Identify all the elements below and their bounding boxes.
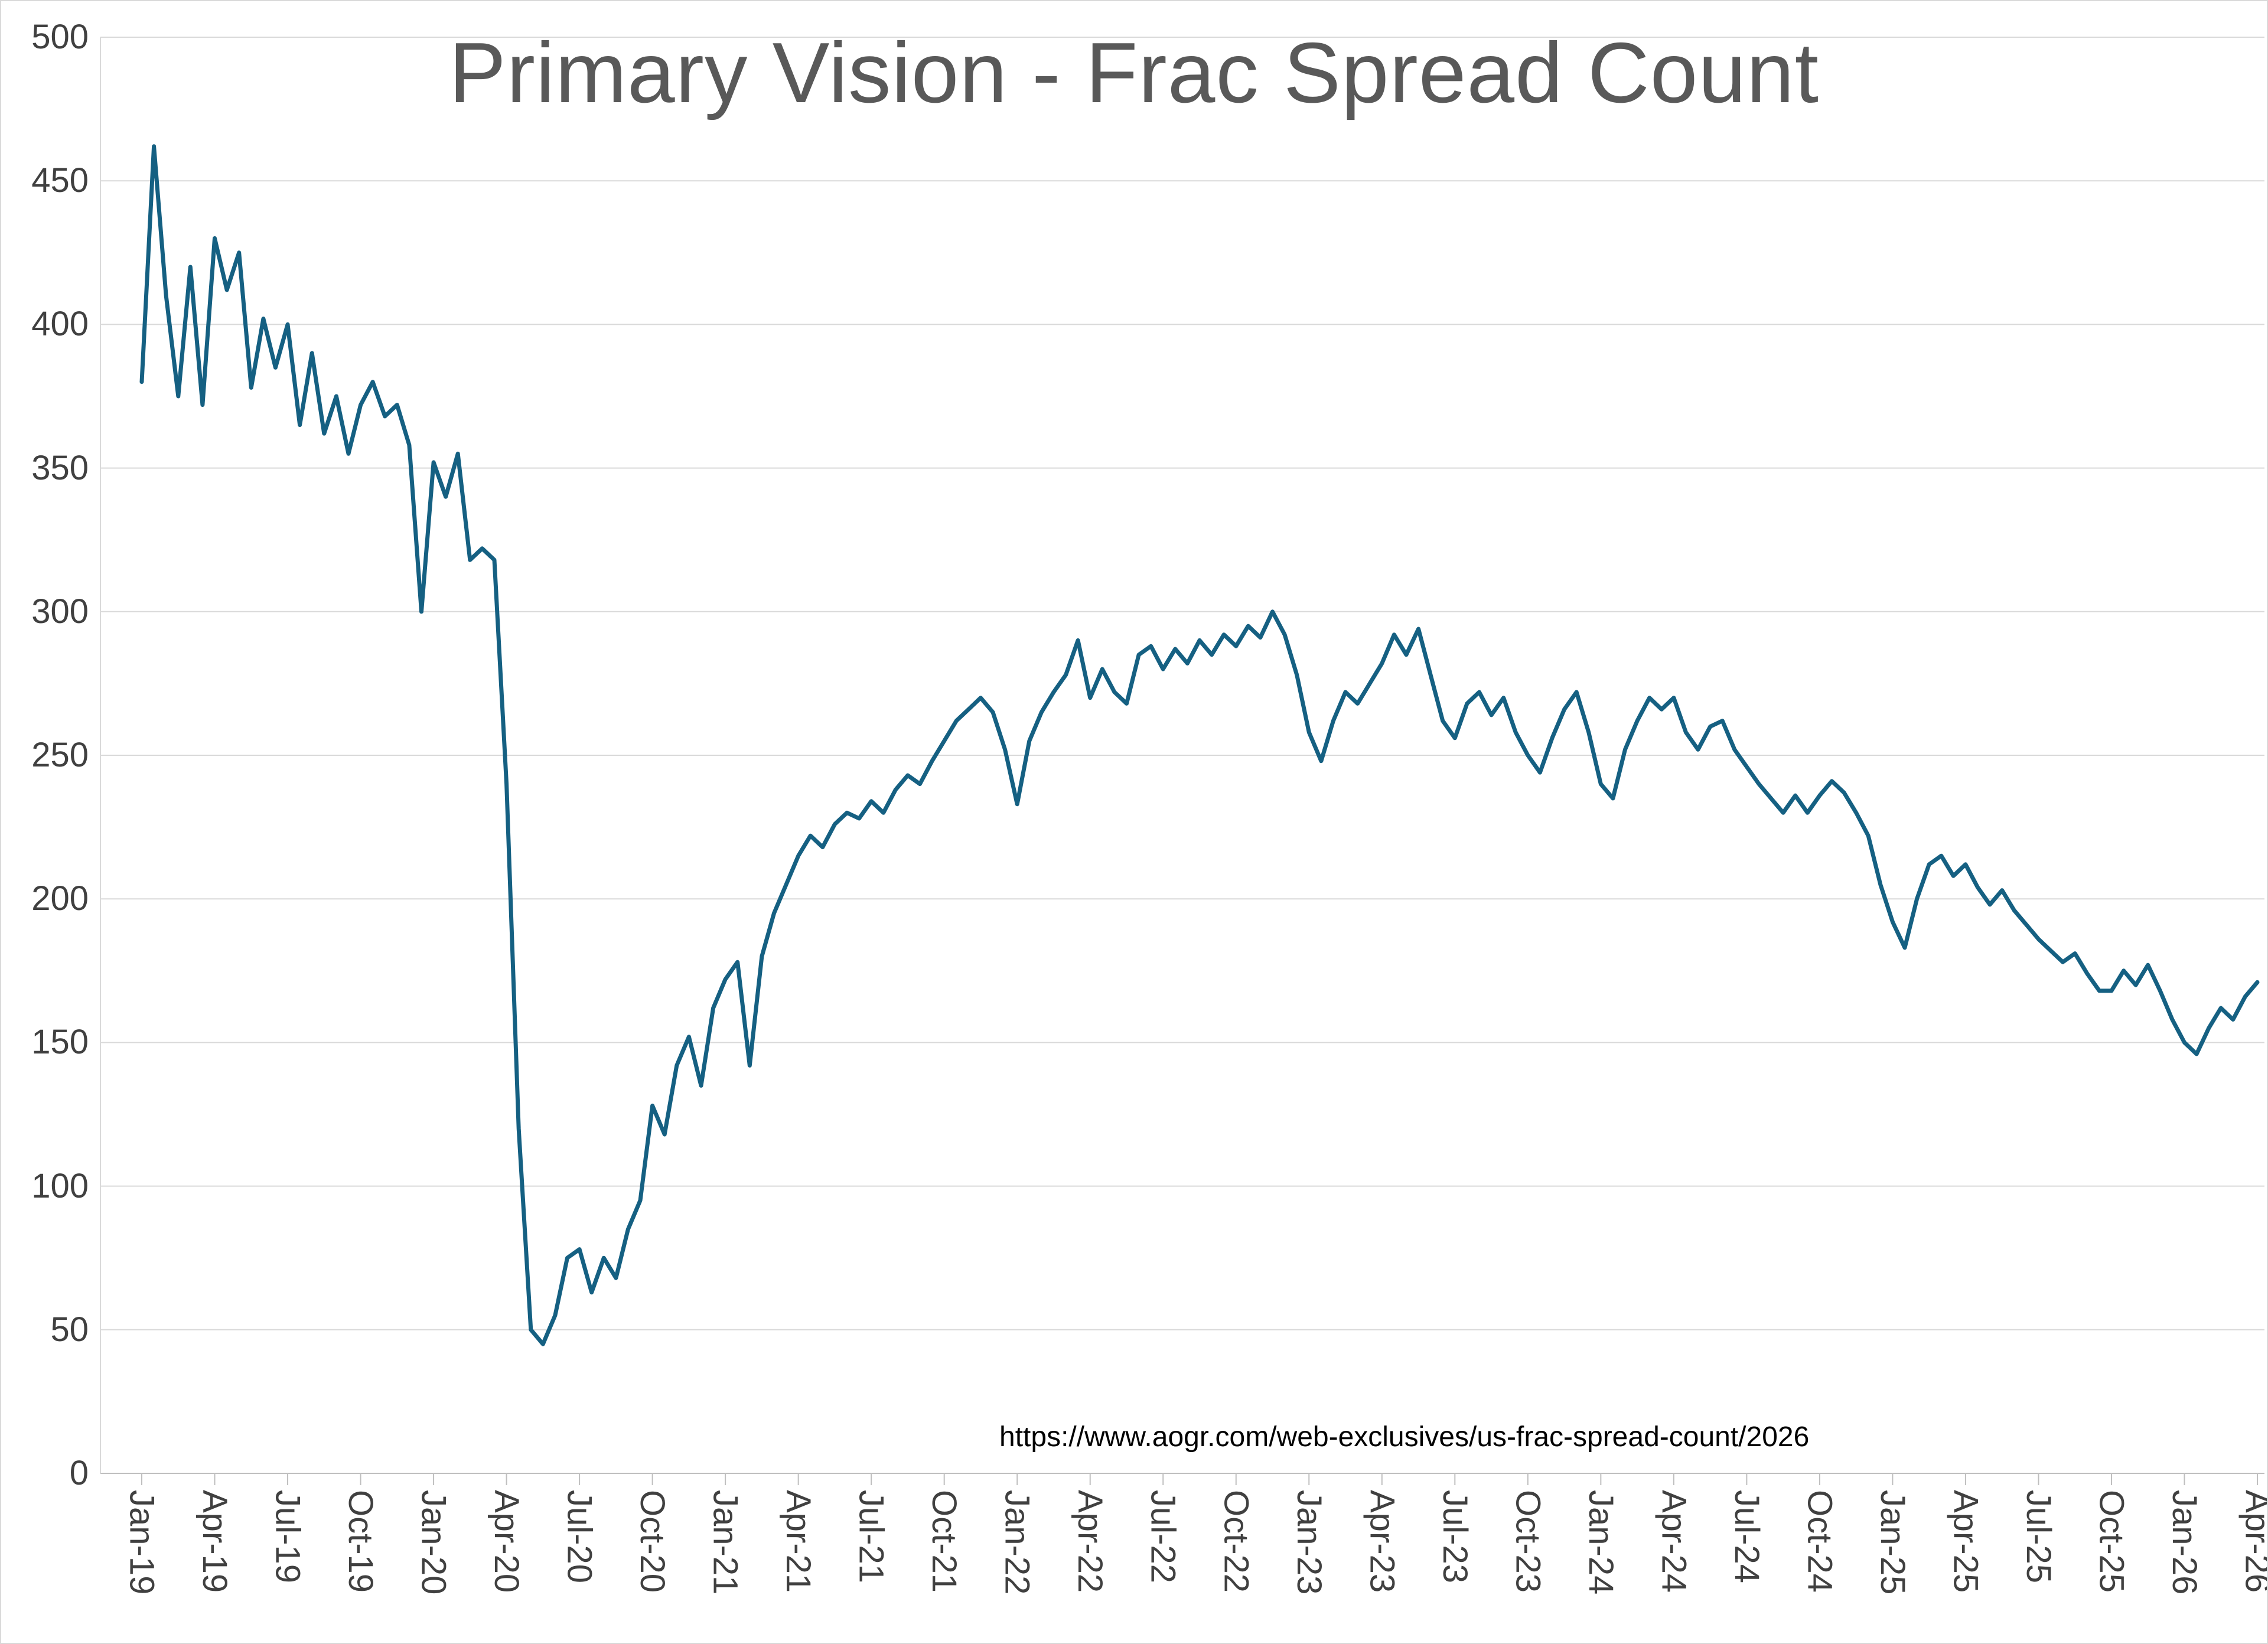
x-axis-tick-label: Jan-26 (2165, 1490, 2204, 1595)
y-axis-tick-label: 250 (31, 736, 89, 774)
y-axis-tick-label: 450 (31, 161, 89, 200)
x-axis-tick-label: Apr-19 (195, 1490, 234, 1593)
y-axis-tick-label: 150 (31, 1023, 89, 1062)
x-axis-tick-label: Apr-26 (2238, 1490, 2268, 1593)
x-axis-tick-label: Apr-22 (1071, 1490, 1110, 1593)
source-url-annotation: https://www.aogr.com/web-exclusives/us-f… (999, 1421, 1810, 1453)
x-axis-tick-label: Oct-24 (1800, 1490, 1839, 1593)
y-axis-tick-label: 350 (31, 448, 89, 487)
series-line-frac-spread-count (139, 144, 2260, 1346)
x-axis-tick-label: Jul-23 (1435, 1490, 1474, 1583)
x-axis-tick-label: Apr-25 (1946, 1490, 1985, 1593)
x-axis-tick-label: Jul-22 (1143, 1490, 1182, 1583)
chart-title: Primary Vision - Frac Spread Count (449, 25, 1819, 120)
x-axis-tick-label: Oct-22 (1217, 1490, 1256, 1593)
x-axis-tick-label: Jul-20 (560, 1490, 599, 1583)
y-axis-tick-label: 50 (50, 1310, 89, 1349)
x-axis-tick-label: Jul-24 (1727, 1490, 1766, 1583)
x-axis-tick-label: Jan-23 (1289, 1490, 1328, 1595)
x-axis-tick-label: Jan-24 (1581, 1490, 1620, 1595)
x-axis-tick-label: Oct-25 (2092, 1490, 2131, 1593)
x-axis-tick-label: Oct-23 (1508, 1490, 1547, 1593)
y-axis-tick-label: 0 (69, 1454, 89, 1492)
x-axis-tick-label: Apr-21 (779, 1490, 818, 1593)
y-axis-tick-label: 300 (31, 592, 89, 631)
x-axis-tick-label: Jul-19 (268, 1490, 307, 1583)
x-axis-tick-label: Jan-19 (122, 1490, 161, 1595)
x-axis-tick-label: Jan-25 (1873, 1490, 1912, 1595)
y-axis-tick-label: 500 (31, 18, 89, 56)
x-axis-tick-label: Jan-21 (706, 1490, 745, 1595)
x-axis-tick-label: Oct-21 (925, 1490, 964, 1593)
x-axis-tick-label: Jan-20 (414, 1490, 453, 1595)
x-axis-tick-label: Apr-24 (1654, 1490, 1693, 1593)
y-axis-tick-label: 200 (31, 879, 89, 918)
y-axis-tick-label: 400 (31, 305, 89, 344)
x-axis-tick-label: Oct-19 (341, 1490, 380, 1593)
x-axis-tick-label: Jan-22 (998, 1490, 1037, 1595)
x-axis-tick-label: Apr-20 (487, 1490, 526, 1593)
x-axis-tick-label: Oct-20 (633, 1490, 672, 1593)
y-axis-tick-label: 100 (31, 1166, 89, 1205)
x-axis-tick-label: Jul-25 (2019, 1490, 2058, 1583)
x-axis-tick-label: Apr-23 (1363, 1490, 1402, 1593)
x-axis-tick-label: Jul-21 (852, 1490, 891, 1583)
